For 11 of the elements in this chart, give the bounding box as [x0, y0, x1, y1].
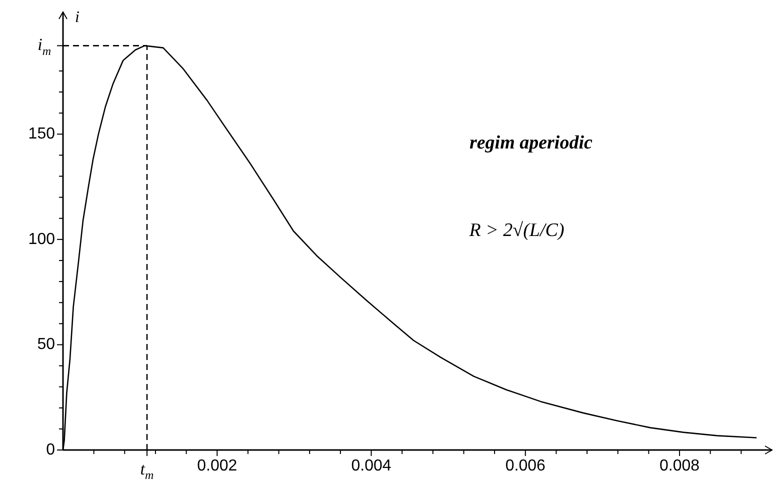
annotation: regim aperiodic: [469, 132, 593, 154]
y-tick-label: 0: [46, 441, 56, 458]
annotation: R > 2√(L/C): [468, 220, 564, 241]
x-tick-label: 0.008: [660, 457, 700, 474]
y-tick-label: 100: [28, 230, 56, 248]
y-axis-title: i: [75, 9, 80, 26]
y-tick-label: 50: [37, 336, 56, 354]
x-tick-label: 0.002: [197, 457, 238, 474]
y-tick-label: 150: [28, 126, 56, 143]
x-tick-label: 0.006: [505, 457, 546, 474]
x-tick-label: 0.004: [351, 457, 392, 474]
